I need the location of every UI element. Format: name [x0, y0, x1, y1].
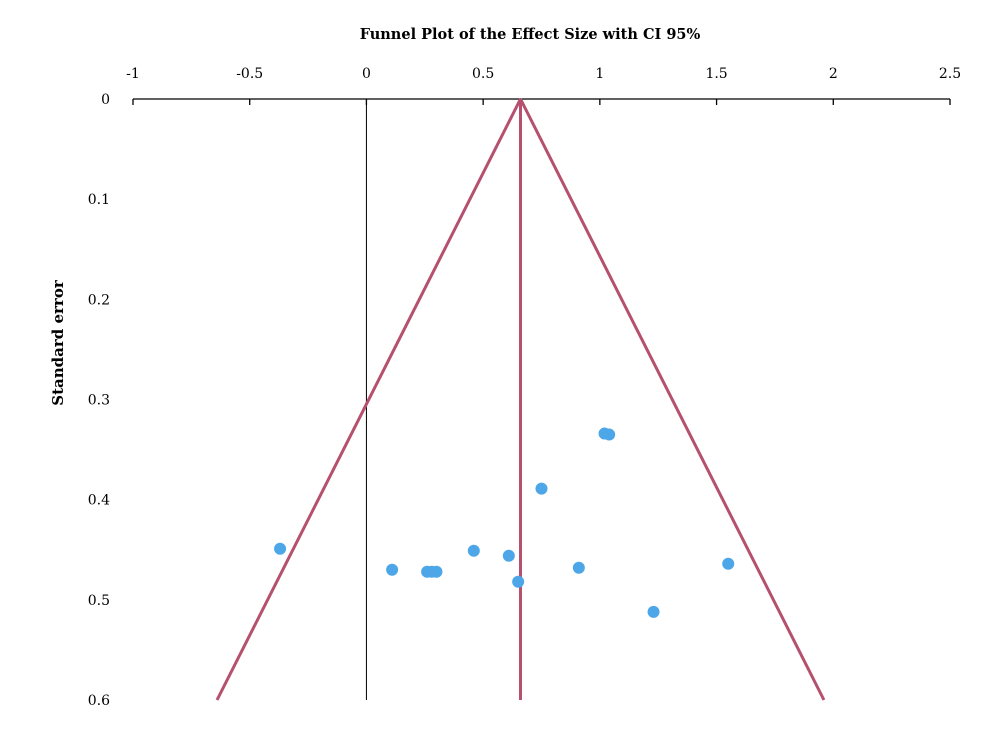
- y-tick-label: 0.2: [88, 292, 110, 308]
- data-point: [502, 549, 515, 562]
- points-layer: [274, 427, 735, 618]
- x-tick-label: 2.5: [939, 66, 961, 82]
- y-tick-label: 0.6: [88, 693, 110, 709]
- data-point: [572, 561, 585, 574]
- funnel-line-lower-ci: [215, 98, 522, 701]
- x-tick-label: -0.5: [236, 66, 263, 82]
- x-tick-label: 2: [829, 66, 838, 82]
- y-tick-label: 0.3: [88, 393, 110, 409]
- y-tick-label: 0: [101, 92, 110, 108]
- data-point: [647, 605, 660, 618]
- x-tick-label: 1.5: [705, 66, 727, 82]
- x-tick-label: 0.5: [472, 66, 494, 82]
- data-point: [274, 542, 287, 555]
- data-point: [430, 565, 443, 578]
- y-tick-label: 0.1: [88, 192, 110, 208]
- y-tick-label: 0.5: [88, 593, 110, 609]
- data-point: [603, 428, 616, 441]
- x-tick-label: -1: [126, 66, 140, 82]
- data-point: [512, 575, 525, 588]
- x-tick-label: 0: [362, 66, 371, 82]
- funnel-line-upper-ci: [519, 98, 826, 701]
- data-point: [386, 563, 399, 576]
- funnel-layer: [215, 98, 826, 701]
- y-axis-title: Standard error: [49, 279, 67, 406]
- x-tick-label: 1: [595, 66, 604, 82]
- axes-layer: -1 -0.5 0 0.5 1 1.5 2 2.5 0 0.1 0.2 0.3 0.4 0.5 0.6: [88, 66, 961, 709]
- data-point: [467, 544, 480, 557]
- y-tick-label: 0.4: [88, 493, 110, 509]
- data-point: [722, 557, 735, 570]
- data-point: [535, 482, 548, 495]
- chart-title: Funnel Plot of the Effect Size with CI 9…: [360, 26, 701, 43]
